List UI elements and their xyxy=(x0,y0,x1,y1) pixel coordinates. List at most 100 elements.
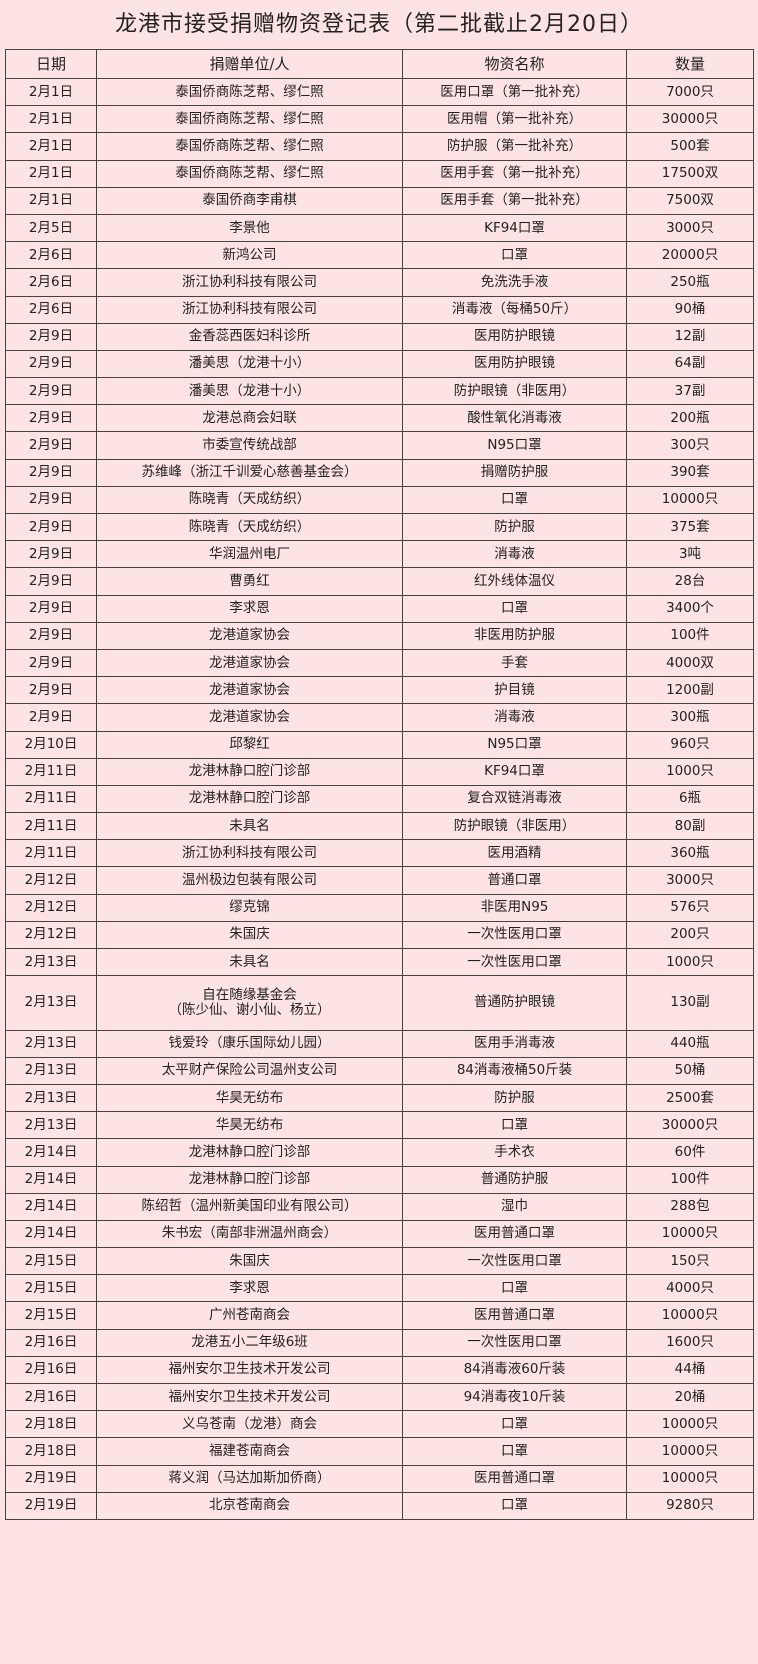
quantity-cell: 1000只 xyxy=(626,757,754,786)
donor-cell: 龙港林静口腔门诊部 xyxy=(96,1138,403,1167)
table-row: 2月16日 福州安尔卫生技术开发公司 94消毒夜10斤装 20桶 xyxy=(5,1383,754,1412)
quantity-cell: 7500双 xyxy=(626,186,754,215)
donor-cell: 陈绍哲（温州新美国印业有限公司） xyxy=(96,1192,403,1221)
donor-cell: 福州安尔卫生技术开发公司 xyxy=(96,1383,403,1412)
table-row: 2月9日 龙港道家协会 护目镜 1200副 xyxy=(5,676,754,705)
donor-cell: 陈晓青（天成纺织） xyxy=(96,485,403,515)
table-row: 2月14日 龙港林静口腔门诊部 手术衣 60件 xyxy=(5,1138,754,1167)
item-cell: 防护服 xyxy=(402,512,627,542)
quantity-cell: 390套 xyxy=(626,458,754,487)
item-cell: 医用普通口罩 xyxy=(402,1219,627,1249)
table-row: 2月14日 龙港林静口腔门诊部 普通防护服 100件 xyxy=(5,1165,754,1194)
quantity-cell: 3000只 xyxy=(626,213,754,243)
table-row: 2月9日 潘美思（龙港十小） 防护眼镜（非医用） 37副 xyxy=(5,377,754,406)
item-cell: 消毒液 xyxy=(402,703,627,732)
item-cell: 普通防护眼镜 xyxy=(402,975,627,1031)
date-cell: 2月18日 xyxy=(5,1410,97,1439)
date-cell: 2月15日 xyxy=(5,1301,97,1330)
donor-cell: 金香蕊西医妇科诊所 xyxy=(96,322,403,351)
item-cell: 消毒液 xyxy=(402,540,627,569)
item-cell: 红外线体温仪 xyxy=(402,567,627,596)
table-row: 2月9日 陈晓青（天成纺织） 防护服 375套 xyxy=(5,512,754,542)
table-row: 2月6日 浙江协利科技有限公司 免洗洗手液 250瓶 xyxy=(5,268,754,297)
quantity-cell: 360瓶 xyxy=(626,839,754,868)
donor-cell: 陈晓青（天成纺织） xyxy=(96,512,403,542)
quantity-cell: 576只 xyxy=(626,893,754,922)
date-cell: 2月14日 xyxy=(5,1165,97,1194)
date-cell: 2月19日 xyxy=(5,1491,97,1520)
quantity-cell: 10000只 xyxy=(626,1437,754,1466)
item-cell: 94消毒夜10斤装 xyxy=(402,1383,627,1412)
quantity-cell: 440瓶 xyxy=(626,1029,754,1058)
item-cell: 手套 xyxy=(402,648,627,678)
item-cell: 口罩 xyxy=(402,1410,627,1439)
donor-cell: 华昊无纺布 xyxy=(96,1083,403,1113)
date-cell: 2月9日 xyxy=(5,349,97,379)
quantity-cell: 3吨 xyxy=(626,540,754,569)
quantity-cell: 12副 xyxy=(626,322,754,351)
date-cell: 2月14日 xyxy=(5,1138,97,1167)
table-row: 2月15日 李求恩 口罩 4000只 xyxy=(5,1274,754,1303)
quantity-cell: 10000只 xyxy=(626,1219,754,1249)
item-cell: 口罩 xyxy=(402,1437,627,1466)
date-cell: 2月13日 xyxy=(5,947,97,977)
quantity-cell: 250瓶 xyxy=(626,268,754,297)
date-cell: 2月6日 xyxy=(5,241,97,270)
header-donor: 捐赠单位/人 xyxy=(96,49,403,79)
item-cell: 84消毒液桶50斤装 xyxy=(402,1056,627,1085)
date-cell: 2月13日 xyxy=(5,1056,97,1085)
quantity-cell: 3000只 xyxy=(626,866,754,895)
date-cell: 2月9日 xyxy=(5,594,97,623)
quantity-cell: 10000只 xyxy=(626,1410,754,1439)
donor-cell: 曹勇红 xyxy=(96,567,403,596)
date-cell: 2月1日 xyxy=(5,132,97,161)
item-cell: 医用普通口罩 xyxy=(402,1301,627,1330)
donor-cell: 自在随缘基金会 （陈少仙、谢小仙、杨立） xyxy=(96,975,403,1031)
table-row: 2月9日 曹勇红 红外线体温仪 28台 xyxy=(5,567,754,596)
date-cell: 2月9日 xyxy=(5,567,97,596)
item-cell: 一次性医用口罩 xyxy=(402,947,627,977)
table-row: 2月18日 义乌苍南（龙港）商会 口罩 10000只 xyxy=(5,1410,754,1439)
table-row: 2月9日 潘美思（龙港十小） 医用防护眼镜 64副 xyxy=(5,349,754,379)
donor-cell: 泰国侨商陈芝帮、缪仁照 xyxy=(96,159,403,188)
table-row: 2月9日 龙港道家协会 消毒液 300瓶 xyxy=(5,703,754,732)
donor-cell: 华昊无纺布 xyxy=(96,1111,403,1140)
table-row: 2月6日 浙江协利科技有限公司 消毒液（每桶50斤） 90桶 xyxy=(5,295,754,324)
donor-cell: 新鸿公司 xyxy=(96,241,403,270)
date-cell: 2月9日 xyxy=(5,676,97,705)
table-row: 2月13日 太平财产保险公司温州支公司 84消毒液桶50斤装 50桶 xyxy=(5,1056,754,1085)
date-cell: 2月13日 xyxy=(5,975,97,1031)
item-cell: N95口罩 xyxy=(402,431,627,460)
date-cell: 2月1日 xyxy=(5,105,97,134)
item-cell: 医用普通口罩 xyxy=(402,1464,627,1493)
date-cell: 2月14日 xyxy=(5,1192,97,1221)
quantity-cell: 28台 xyxy=(626,567,754,596)
item-cell: KF94口罩 xyxy=(402,213,627,243)
donor-cell: 福州安尔卫生技术开发公司 xyxy=(96,1355,403,1385)
donor-cell: 市委宣传统战部 xyxy=(96,431,403,460)
donor-cell: 龙港林静口腔门诊部 xyxy=(96,757,403,786)
date-cell: 2月12日 xyxy=(5,866,97,895)
item-cell: N95口罩 xyxy=(402,730,627,759)
date-cell: 2月1日 xyxy=(5,77,97,107)
table-row: 2月9日 市委宣传统战部 N95口罩 300只 xyxy=(5,431,754,460)
donor-cell: 泰国侨商陈芝帮、缪仁照 xyxy=(96,77,403,107)
table-row: 2月16日 福州安尔卫生技术开发公司 84消毒液60斤装 44桶 xyxy=(5,1355,754,1385)
table-row: 2月1日 泰国侨商陈芝帮、缪仁照 医用帽（第一批补充） 30000只 xyxy=(5,105,754,134)
item-cell: 普通防护服 xyxy=(402,1165,627,1194)
table-row: 2月9日 华润温州电厂 消毒液 3吨 xyxy=(5,540,754,569)
item-cell: KF94口罩 xyxy=(402,757,627,786)
donor-cell: 朱国庆 xyxy=(96,1247,403,1276)
donor-cell: 潘美思（龙港十小） xyxy=(96,349,403,379)
item-cell: 医用帽（第一批补充） xyxy=(402,105,627,134)
table-row: 2月13日 未具名 一次性医用口罩 1000只 xyxy=(5,947,754,977)
donor-cell: 龙港五小二年级6班 xyxy=(96,1328,403,1357)
item-cell: 口罩 xyxy=(402,1491,627,1520)
quantity-cell: 4000只 xyxy=(626,1274,754,1303)
item-cell: 医用口罩（第一批补充） xyxy=(402,77,627,107)
table-row: 2月13日 华昊无纺布 口罩 30000只 xyxy=(5,1111,754,1140)
item-cell: 消毒液（每桶50斤） xyxy=(402,295,627,324)
donor-cell: 龙港总商会妇联 xyxy=(96,404,403,433)
item-cell: 一次性医用口罩 xyxy=(402,1247,627,1276)
date-cell: 2月12日 xyxy=(5,920,97,950)
